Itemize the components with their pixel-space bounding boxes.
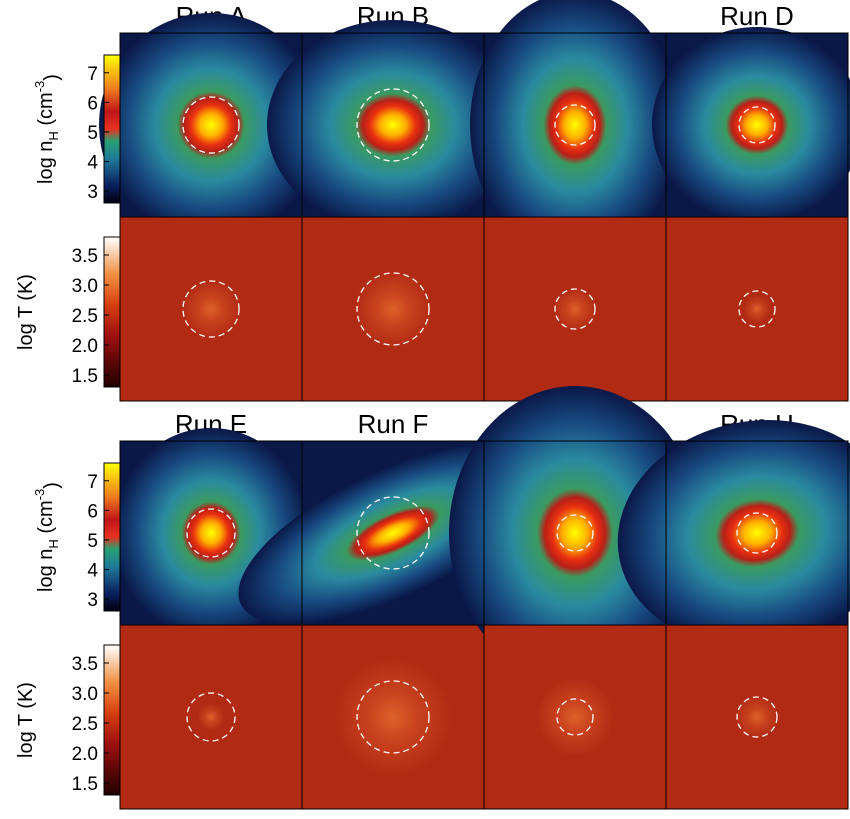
colorbar-tick-label: 1.5: [72, 774, 98, 795]
colorbar: [103, 54, 121, 204]
aperture: [738, 106, 776, 144]
colorbar-tick-label: 7: [87, 472, 98, 493]
label-part: -3: [32, 489, 47, 501]
label-part: log n: [35, 141, 57, 184]
temperature-blob: [181, 279, 241, 339]
aperture: [556, 698, 594, 736]
density-blob: [99, 13, 323, 237]
colorbar-tick-label: 7: [87, 64, 98, 85]
aperture: [356, 88, 430, 162]
colorbar-tick-label: 4: [87, 153, 98, 174]
aperture: [736, 512, 778, 554]
aperture: [356, 680, 430, 754]
colorbar-tick-label: 2.0: [72, 336, 98, 357]
colorbar-tick-label: 3.5: [72, 654, 98, 675]
temperature-blob: [333, 657, 453, 777]
run-title: Run F: [358, 409, 429, 439]
temperature-blob: [535, 677, 615, 757]
colorbar-tick-label: 1.5: [72, 366, 98, 387]
label-part: ): [41, 74, 63, 81]
density-blob: [449, 386, 701, 680]
label-part: log n: [35, 549, 57, 592]
label-part: (cm: [35, 500, 57, 539]
colorbar-label: log nH (cm-3): [32, 482, 63, 592]
label-part: (cm: [35, 92, 57, 131]
label-part: -3: [32, 81, 47, 93]
temperature-blob: [197, 703, 225, 731]
colorbar-tick-label: 3.0: [72, 684, 98, 705]
aperture: [738, 290, 776, 328]
density-blob: [652, 27, 850, 223]
aperture: [182, 280, 240, 338]
colorbar: [103, 644, 121, 796]
colorbar-tick-label: 3.0: [72, 276, 98, 297]
density-blob: [617, 420, 850, 646]
colorbar-tick-label: 5: [87, 123, 98, 144]
temperature-blob: [353, 269, 433, 349]
aperture: [356, 496, 430, 570]
colorbar: [103, 236, 121, 388]
colorbar-label: log nH (cm-3): [32, 74, 63, 184]
colorbar-tick-label: 6: [87, 93, 98, 114]
label-part: H: [46, 131, 61, 140]
temperature-blob: [735, 695, 779, 739]
temperature-blob: [743, 295, 771, 323]
aperture: [736, 696, 778, 738]
aperture: [182, 96, 240, 154]
aperture: [186, 508, 236, 558]
colorbar: [103, 462, 121, 612]
label-part: H: [46, 539, 61, 548]
colorbar-tick-label: 2.0: [72, 744, 98, 765]
aperture: [356, 272, 430, 346]
colorbar-tick-label: 3: [87, 590, 98, 611]
colorbar-label: log T (K): [15, 274, 37, 350]
aperture: [554, 288, 596, 330]
colorbar-label: log T (K): [15, 682, 37, 758]
colorbar-tick-label: 2.5: [72, 714, 98, 735]
colorbar-tick-label: 6: [87, 501, 98, 522]
colorbar-tick-label: 3.5: [72, 246, 98, 267]
temperature-blob: [553, 287, 597, 331]
aperture: [556, 514, 594, 552]
colorbar-tick-label: 2.5: [72, 306, 98, 327]
colorbar-tick-label: 3: [87, 182, 98, 203]
colorbar-tick-label: 5: [87, 531, 98, 552]
density-blob: [267, 20, 519, 230]
aperture: [554, 104, 596, 146]
label-part: ): [41, 482, 63, 489]
run-title: Run D: [720, 1, 794, 31]
density-blob: [470, 0, 680, 258]
aperture: [186, 692, 236, 742]
colorbar-tick-label: 4: [87, 561, 98, 582]
